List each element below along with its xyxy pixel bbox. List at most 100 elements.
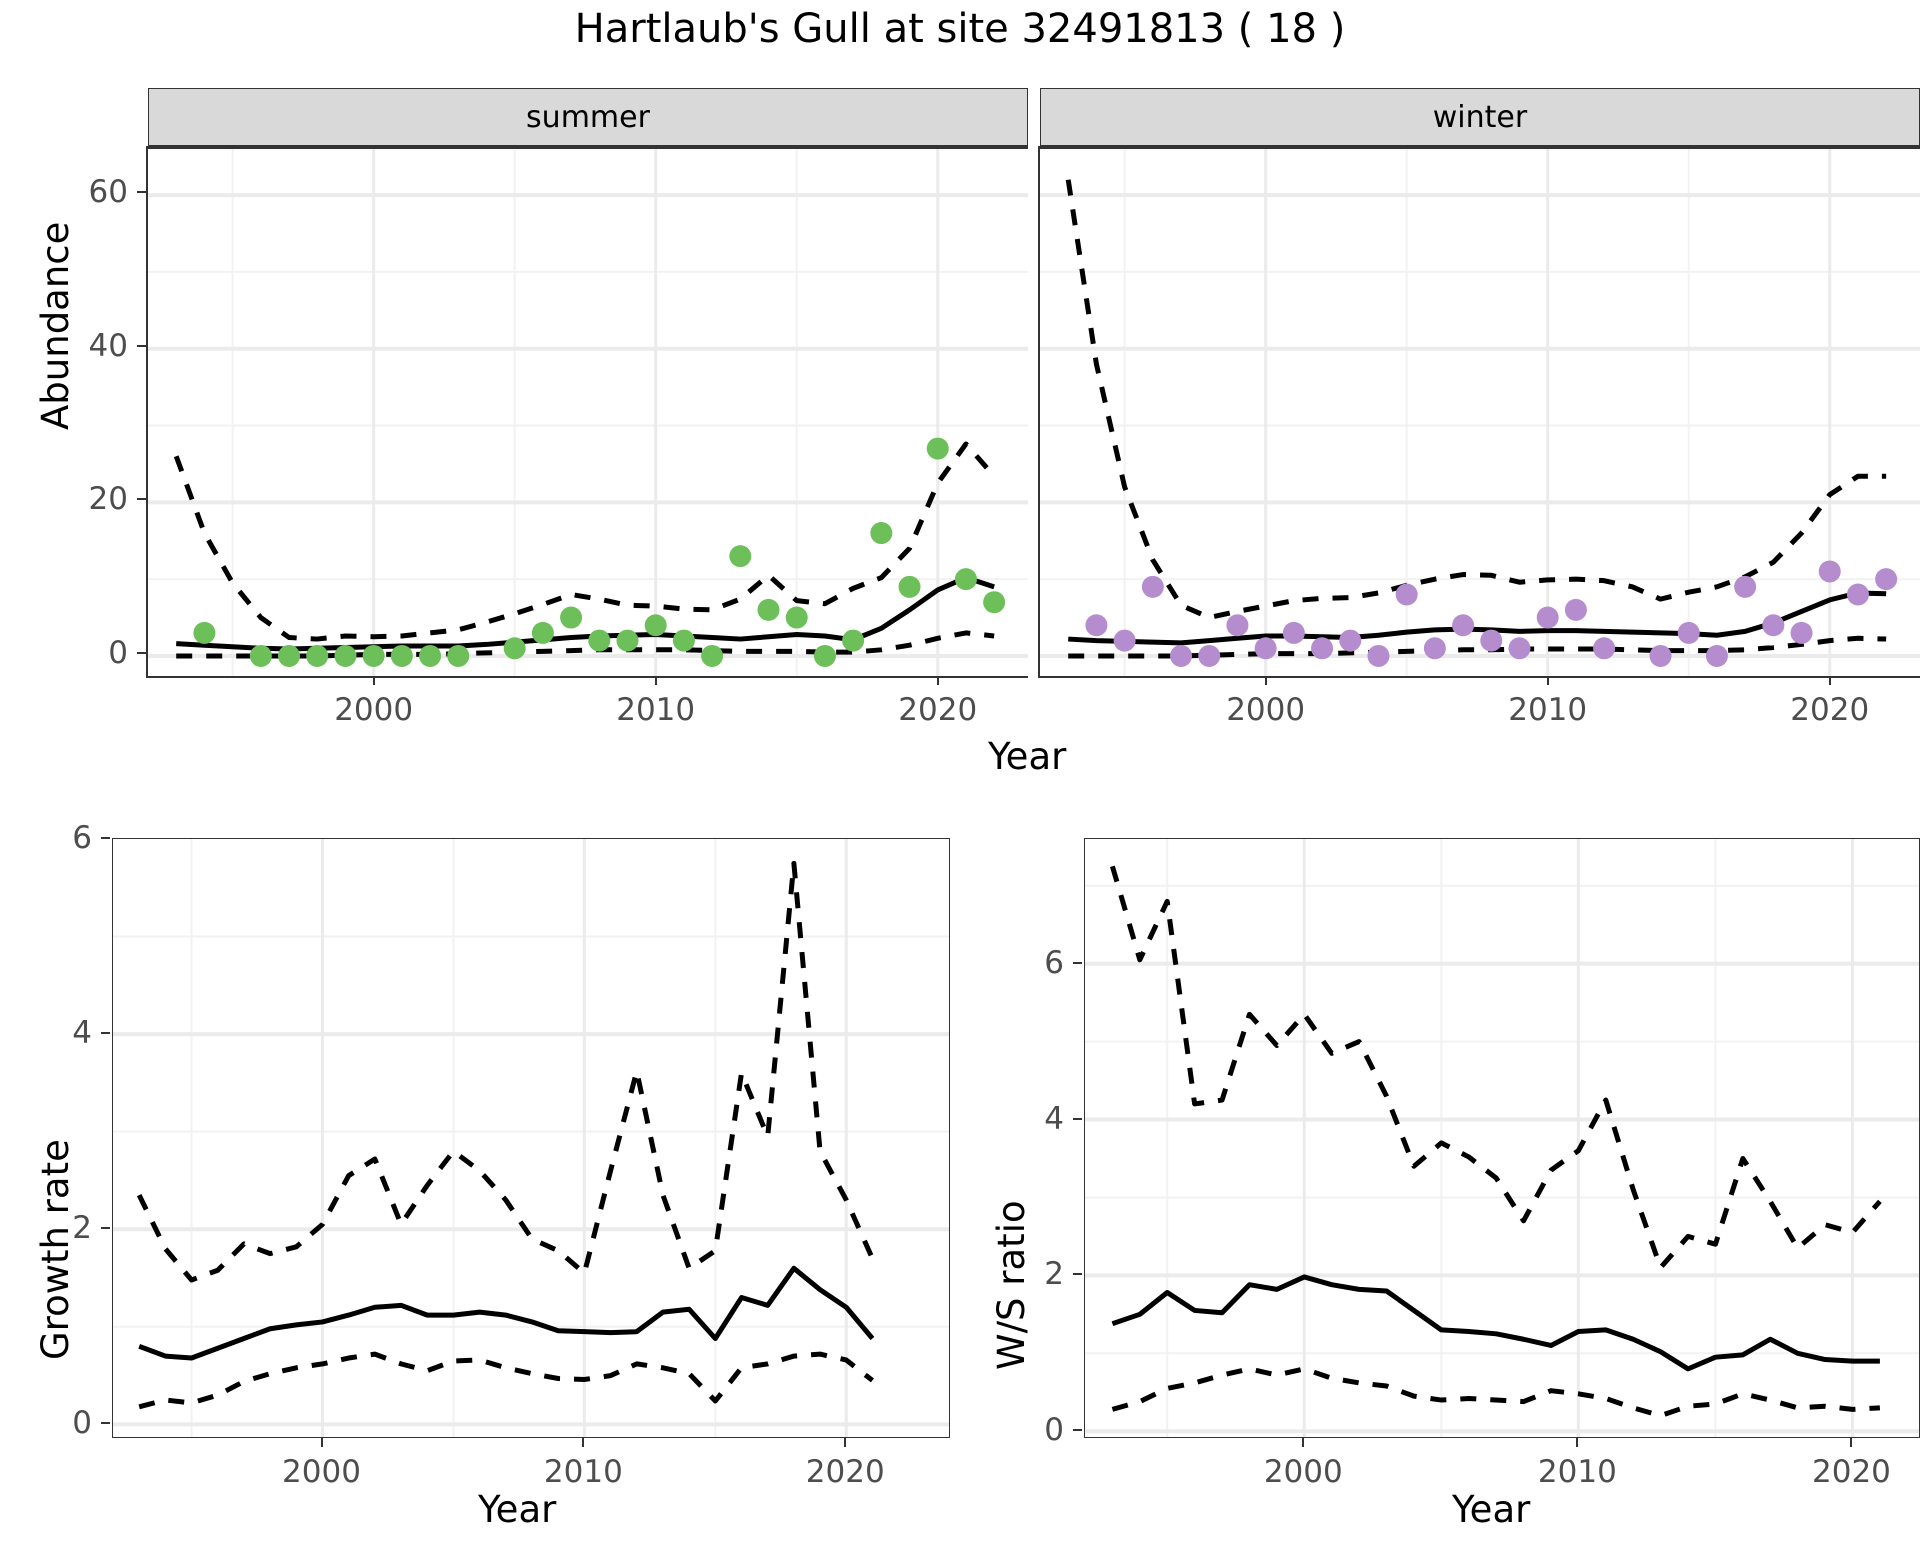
data-point	[1536, 606, 1559, 629]
y-tick-mark	[101, 1032, 110, 1035]
data-point	[672, 629, 695, 652]
y-tick-mark	[1073, 961, 1082, 964]
x-tick-label: 2000	[1226, 692, 1306, 728]
data-point	[390, 644, 413, 667]
abundance-x-axis-label: Year	[988, 735, 1067, 778]
data-point	[1649, 644, 1672, 667]
wsratio-y-axis-label: W/S ratio	[990, 1200, 1033, 1370]
x-tick-label: 2000	[334, 692, 414, 728]
data-point	[1282, 621, 1305, 644]
data-point	[306, 644, 329, 667]
growth-rate-canvas	[113, 839, 949, 1437]
x-tick-mark	[844, 1438, 847, 1447]
axis-spine	[146, 676, 1028, 678]
axis-spine	[1038, 676, 1920, 678]
data-point	[1113, 629, 1136, 652]
abundance-y-axis-label: Abundance	[34, 221, 77, 430]
data-point	[278, 644, 301, 667]
y-tick-label: 6	[1044, 944, 1064, 981]
abundance-winter-canvas	[1040, 149, 1920, 676]
x-tick-mark	[1264, 676, 1267, 685]
x-tick-mark	[320, 1438, 323, 1447]
y-tick-mark	[137, 651, 146, 654]
x-tick-mark	[1850, 1438, 1853, 1447]
growth-rate-plot	[112, 838, 950, 1438]
data-point	[1452, 614, 1475, 637]
data-point	[813, 644, 836, 667]
data-point	[503, 637, 526, 660]
data-point	[785, 606, 808, 629]
y-tick-mark	[101, 837, 110, 839]
abundance-summer-plot	[148, 146, 1028, 676]
abundance-winter-plot	[1040, 146, 1920, 676]
data-point	[588, 629, 611, 652]
x-tick-mark	[1546, 676, 1549, 685]
abundance-summer-canvas	[148, 149, 1028, 676]
y-tick-label: 40	[88, 327, 128, 364]
data-point	[334, 644, 357, 667]
data-point	[1085, 614, 1108, 637]
x-tick-label: 2020	[1790, 692, 1870, 728]
ws-ratio-canvas	[1085, 839, 1919, 1437]
facet-strip-winter-label: winter	[1432, 99, 1528, 135]
data-point	[898, 575, 921, 598]
data-point	[1762, 614, 1785, 637]
x-tick-label: 2020	[805, 1454, 885, 1490]
axis-spine	[1038, 146, 1040, 676]
data-point	[644, 614, 667, 637]
data-point	[1846, 583, 1869, 606]
x-tick-mark	[654, 676, 657, 685]
y-tick-mark	[1073, 1273, 1082, 1276]
data-point	[1593, 637, 1616, 660]
ws-ratio-plot	[1084, 838, 1920, 1438]
data-point	[1677, 621, 1700, 644]
x-tick-label: 2020	[1812, 1454, 1891, 1490]
y-tick-label: 0	[108, 634, 128, 671]
data-point	[1141, 575, 1164, 598]
y-tick-label: 4	[1044, 1100, 1064, 1137]
data-point	[1705, 644, 1728, 667]
y-tick-label: 4	[72, 1015, 92, 1052]
growth-x-axis-label: Year	[478, 1488, 557, 1531]
data-point	[870, 522, 893, 545]
data-point	[1508, 637, 1531, 660]
data-point	[1311, 637, 1334, 660]
x-tick-mark	[1576, 1438, 1579, 1447]
y-tick-mark	[101, 1422, 110, 1425]
data-point	[701, 644, 724, 667]
data-point	[447, 644, 470, 667]
y-tick-mark	[137, 191, 146, 194]
y-tick-label: 60	[88, 174, 128, 211]
x-tick-label: 2010	[1537, 1454, 1617, 1490]
data-point	[729, 545, 752, 568]
x-tick-mark	[582, 1438, 585, 1447]
y-tick-mark	[1073, 1117, 1082, 1120]
growth-y-axis-label: Growth rate	[34, 1139, 77, 1360]
y-tick-label: 0	[1044, 1412, 1064, 1449]
data-point	[531, 621, 554, 644]
data-point	[954, 568, 977, 591]
data-point	[419, 644, 442, 667]
y-tick-label: 20	[88, 481, 128, 518]
y-tick-label: 0	[72, 1405, 92, 1442]
facet-strip-summer-label: summer	[526, 99, 650, 135]
data-point	[1254, 637, 1277, 660]
data-point	[362, 644, 385, 667]
data-point	[1875, 568, 1898, 591]
data-point	[1367, 644, 1390, 667]
x-tick-mark	[372, 676, 375, 685]
data-point	[560, 606, 583, 629]
data-point	[1423, 637, 1446, 660]
axis-spine	[146, 146, 148, 676]
data-point	[1395, 583, 1418, 606]
data-point	[1226, 614, 1249, 637]
data-point	[1818, 560, 1841, 583]
x-tick-label: 2010	[1508, 692, 1588, 728]
data-point	[249, 644, 272, 667]
data-point	[1170, 644, 1193, 667]
data-point	[757, 598, 780, 621]
x-tick-mark	[1828, 676, 1831, 685]
facet-strip-winter: winter	[1040, 88, 1920, 146]
x-tick-label: 2000	[282, 1454, 361, 1490]
data-point	[1564, 598, 1587, 621]
